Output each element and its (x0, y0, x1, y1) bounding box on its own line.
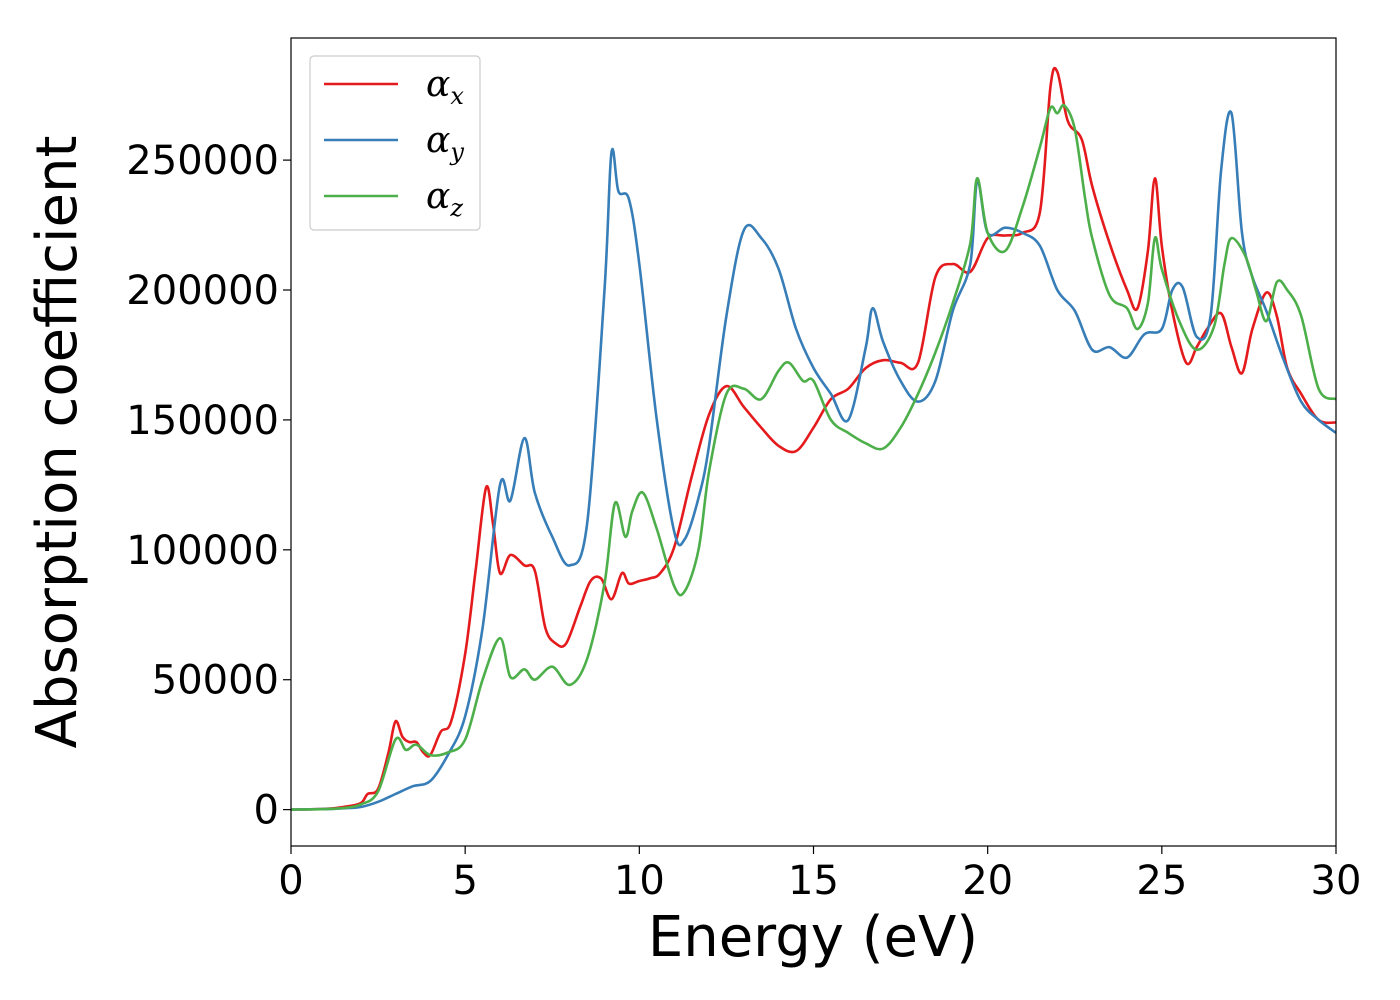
x-tick-label: 5 (452, 858, 477, 904)
y-tick-label: 250000 (126, 138, 279, 184)
y-axis: 0 50000 100000 150000 200000 250000 (126, 138, 291, 834)
y-tick-label: 200000 (126, 268, 279, 314)
series-line-x (291, 66, 1336, 811)
y-tick-label: 150000 (126, 398, 279, 444)
x-tick-label: 0 (278, 858, 303, 904)
y-tick-label: 0 (254, 788, 279, 834)
x-axis-label: Energy (eV) (648, 905, 978, 970)
legend-frame (309, 55, 481, 231)
legend: αx αy αz (309, 55, 481, 231)
x-tick-label: 30 (1311, 858, 1362, 904)
x-tick-label: 20 (962, 858, 1013, 904)
legend-label-y: αy (426, 120, 464, 166)
series-line-y (291, 110, 1336, 811)
y-tick-label: 50000 (152, 658, 279, 704)
y-axis-label: Absorption coefficient (25, 136, 90, 749)
x-tick-label: 25 (1136, 858, 1187, 904)
x-tick-label: 10 (614, 858, 665, 904)
y-tick-label: 100000 (126, 528, 279, 574)
series-layer (291, 66, 1336, 811)
legend-label-x: αx (426, 64, 464, 110)
x-tick-label: 15 (788, 858, 839, 904)
x-axis: 0 5 10 15 20 25 30 (278, 846, 1361, 904)
series-line-z (291, 103, 1336, 811)
legend-label-z: αz (426, 176, 463, 222)
